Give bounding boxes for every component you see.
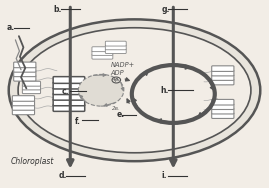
Ellipse shape	[18, 28, 251, 153]
Text: c.: c.	[62, 87, 69, 96]
Text: i.: i.	[161, 171, 167, 180]
FancyBboxPatch shape	[105, 45, 126, 50]
Ellipse shape	[9, 19, 260, 161]
FancyBboxPatch shape	[92, 47, 113, 52]
Text: g.: g.	[161, 5, 170, 14]
Text: ADP: ADP	[110, 70, 124, 77]
Circle shape	[78, 74, 124, 106]
Text: d.: d.	[58, 171, 67, 180]
FancyBboxPatch shape	[14, 67, 36, 72]
FancyBboxPatch shape	[105, 41, 126, 46]
FancyBboxPatch shape	[212, 99, 234, 105]
FancyBboxPatch shape	[53, 93, 85, 100]
FancyBboxPatch shape	[53, 88, 85, 95]
FancyBboxPatch shape	[105, 49, 126, 54]
Text: Chloroplast: Chloroplast	[11, 157, 54, 166]
Text: h.: h.	[161, 86, 169, 95]
Text: P: P	[115, 77, 118, 83]
Text: f.: f.	[75, 117, 81, 126]
FancyBboxPatch shape	[212, 75, 234, 80]
FancyBboxPatch shape	[22, 89, 41, 94]
Text: -: -	[116, 107, 118, 112]
FancyBboxPatch shape	[12, 96, 34, 101]
Text: NADP+: NADP+	[110, 62, 134, 68]
FancyBboxPatch shape	[53, 99, 85, 106]
FancyBboxPatch shape	[22, 81, 41, 86]
FancyBboxPatch shape	[212, 108, 234, 114]
FancyBboxPatch shape	[212, 70, 234, 76]
FancyBboxPatch shape	[53, 82, 85, 89]
FancyBboxPatch shape	[14, 76, 36, 81]
Text: 2e: 2e	[112, 106, 119, 111]
Text: a.: a.	[6, 23, 15, 32]
FancyBboxPatch shape	[212, 104, 234, 109]
FancyBboxPatch shape	[14, 71, 36, 77]
FancyBboxPatch shape	[12, 105, 34, 110]
FancyBboxPatch shape	[212, 79, 234, 85]
Text: +: +	[112, 77, 119, 82]
FancyBboxPatch shape	[12, 109, 34, 115]
FancyBboxPatch shape	[92, 51, 113, 55]
Text: b.: b.	[53, 5, 61, 14]
FancyBboxPatch shape	[212, 66, 234, 71]
FancyBboxPatch shape	[12, 100, 34, 106]
FancyBboxPatch shape	[212, 113, 234, 118]
FancyBboxPatch shape	[22, 85, 41, 90]
FancyBboxPatch shape	[53, 77, 85, 83]
FancyBboxPatch shape	[53, 105, 85, 111]
Text: e.: e.	[116, 110, 125, 119]
FancyBboxPatch shape	[92, 54, 113, 59]
FancyBboxPatch shape	[14, 62, 36, 68]
